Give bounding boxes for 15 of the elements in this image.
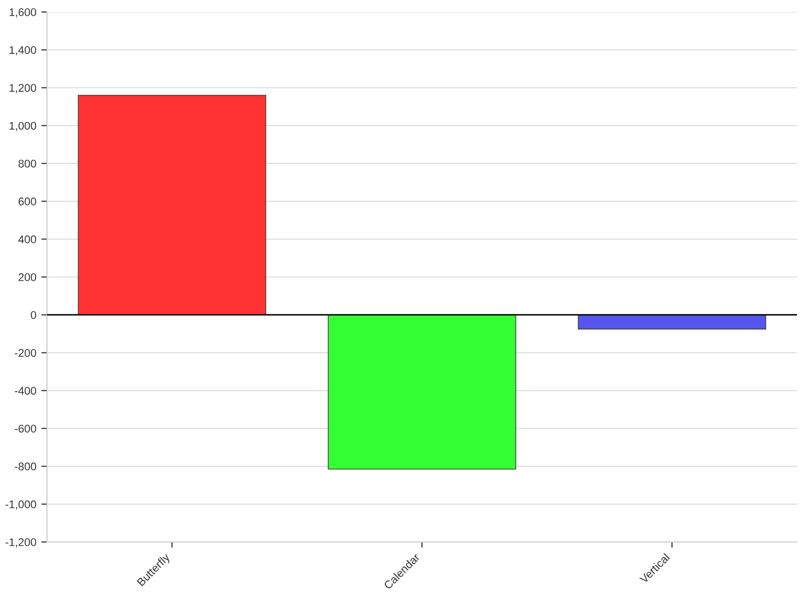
y-tick-label: -200 xyxy=(14,348,36,357)
y-tick-label: -1,200 xyxy=(6,538,36,548)
y-tick-label: 1,400 xyxy=(10,46,36,56)
y-tick-label: 600 xyxy=(18,198,36,206)
y-tick-label: 200 xyxy=(18,273,36,282)
y-tick-label: 1,000 xyxy=(10,122,36,132)
y-tick-label: 1,200 xyxy=(10,84,36,94)
y-tick-label: 1,600 xyxy=(10,8,36,18)
y-tick-label: -1,000 xyxy=(6,500,36,510)
y-tick-label: -600 xyxy=(14,424,36,433)
y-tick-label: 0 xyxy=(30,311,36,319)
y-tick-label: -800 xyxy=(14,462,36,470)
y-tick-label: 400 xyxy=(18,235,36,244)
y-tick-label: -400 xyxy=(14,386,36,395)
y-tick-label: 800 xyxy=(18,160,36,168)
